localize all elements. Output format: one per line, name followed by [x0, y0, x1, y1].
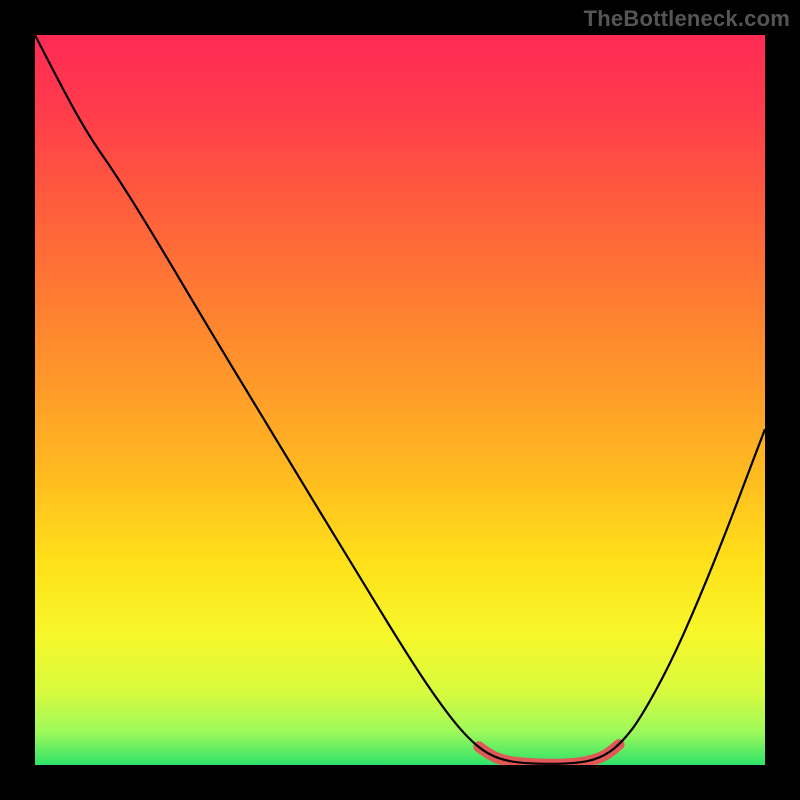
chart-plot-area: [35, 35, 765, 765]
chart-curves: [35, 35, 765, 765]
watermark-text: TheBottleneck.com: [584, 6, 790, 32]
bottleneck-curve: [35, 35, 765, 764]
highlight-segment: [479, 745, 619, 765]
